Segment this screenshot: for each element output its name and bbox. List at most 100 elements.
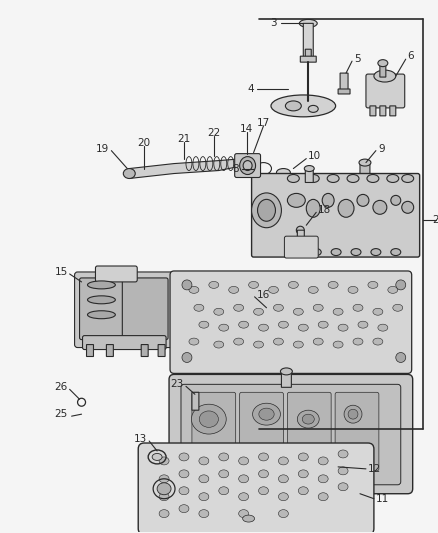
Ellipse shape [291, 248, 300, 255]
FancyBboxPatch shape [339, 73, 347, 91]
Ellipse shape [238, 321, 248, 328]
Ellipse shape [347, 286, 357, 293]
Ellipse shape [191, 404, 226, 434]
Ellipse shape [242, 515, 254, 522]
Ellipse shape [159, 457, 169, 465]
Ellipse shape [252, 403, 280, 425]
FancyBboxPatch shape [79, 278, 123, 340]
Ellipse shape [372, 200, 386, 214]
Ellipse shape [356, 195, 368, 206]
Ellipse shape [311, 248, 321, 255]
Ellipse shape [293, 341, 303, 348]
FancyBboxPatch shape [281, 372, 291, 387]
Ellipse shape [179, 487, 188, 495]
FancyBboxPatch shape [334, 392, 378, 471]
Ellipse shape [278, 492, 288, 500]
Ellipse shape [179, 453, 188, 461]
Ellipse shape [238, 492, 248, 500]
FancyBboxPatch shape [369, 106, 375, 116]
FancyBboxPatch shape [191, 392, 198, 410]
Text: 3: 3 [269, 18, 276, 28]
Ellipse shape [401, 201, 413, 213]
Ellipse shape [321, 193, 333, 207]
Ellipse shape [395, 280, 405, 290]
Ellipse shape [157, 483, 171, 495]
Text: 2: 2 [431, 215, 438, 225]
Ellipse shape [330, 248, 340, 255]
Ellipse shape [199, 411, 218, 427]
Ellipse shape [318, 457, 328, 465]
Ellipse shape [328, 281, 337, 288]
Ellipse shape [270, 95, 335, 117]
Text: 22: 22 [207, 128, 220, 138]
Ellipse shape [326, 174, 338, 182]
Ellipse shape [213, 341, 223, 348]
Ellipse shape [377, 324, 387, 331]
Ellipse shape [257, 199, 275, 221]
Ellipse shape [392, 304, 402, 311]
FancyBboxPatch shape [234, 154, 260, 177]
Ellipse shape [337, 467, 347, 475]
Ellipse shape [307, 174, 318, 182]
Ellipse shape [258, 408, 274, 420]
Ellipse shape [357, 321, 367, 328]
Ellipse shape [182, 280, 191, 290]
Ellipse shape [347, 409, 357, 419]
Ellipse shape [304, 166, 314, 172]
Ellipse shape [188, 338, 198, 345]
Text: 23: 23 [170, 379, 184, 389]
Ellipse shape [182, 352, 191, 362]
Ellipse shape [188, 286, 198, 293]
Ellipse shape [258, 453, 268, 461]
FancyBboxPatch shape [297, 230, 304, 244]
FancyBboxPatch shape [122, 278, 168, 340]
Ellipse shape [332, 308, 342, 315]
Ellipse shape [337, 324, 347, 331]
Ellipse shape [239, 157, 255, 174]
Ellipse shape [288, 281, 298, 288]
Ellipse shape [198, 321, 208, 328]
Text: 11: 11 [375, 494, 388, 504]
Ellipse shape [251, 193, 281, 228]
Ellipse shape [285, 101, 300, 111]
Ellipse shape [318, 492, 328, 500]
Ellipse shape [343, 405, 361, 423]
Text: 25: 25 [54, 409, 67, 419]
Text: 26: 26 [54, 382, 67, 392]
FancyBboxPatch shape [95, 266, 137, 282]
Text: 20: 20 [138, 138, 150, 148]
FancyBboxPatch shape [304, 49, 311, 57]
FancyBboxPatch shape [379, 106, 385, 116]
FancyBboxPatch shape [106, 344, 113, 357]
FancyBboxPatch shape [180, 384, 400, 485]
FancyBboxPatch shape [284, 236, 318, 258]
Ellipse shape [366, 174, 378, 182]
Ellipse shape [367, 281, 377, 288]
Ellipse shape [395, 352, 405, 362]
Ellipse shape [194, 304, 203, 311]
Ellipse shape [273, 338, 283, 345]
Ellipse shape [387, 286, 397, 293]
Ellipse shape [123, 168, 135, 179]
FancyBboxPatch shape [303, 23, 313, 58]
Ellipse shape [298, 324, 307, 331]
Ellipse shape [296, 226, 304, 234]
Ellipse shape [159, 475, 169, 483]
Text: 10: 10 [307, 151, 321, 160]
Ellipse shape [352, 304, 362, 311]
Ellipse shape [159, 492, 169, 500]
Ellipse shape [287, 174, 299, 182]
Ellipse shape [87, 311, 115, 319]
Ellipse shape [372, 338, 382, 345]
Ellipse shape [337, 483, 347, 491]
FancyBboxPatch shape [389, 106, 395, 116]
Text: 9: 9 [377, 144, 384, 154]
Ellipse shape [306, 199, 319, 217]
FancyBboxPatch shape [86, 344, 93, 357]
Ellipse shape [293, 308, 303, 315]
Ellipse shape [372, 308, 382, 315]
FancyBboxPatch shape [337, 89, 349, 94]
Ellipse shape [258, 324, 268, 331]
Text: 13: 13 [134, 434, 147, 444]
Ellipse shape [278, 321, 288, 328]
